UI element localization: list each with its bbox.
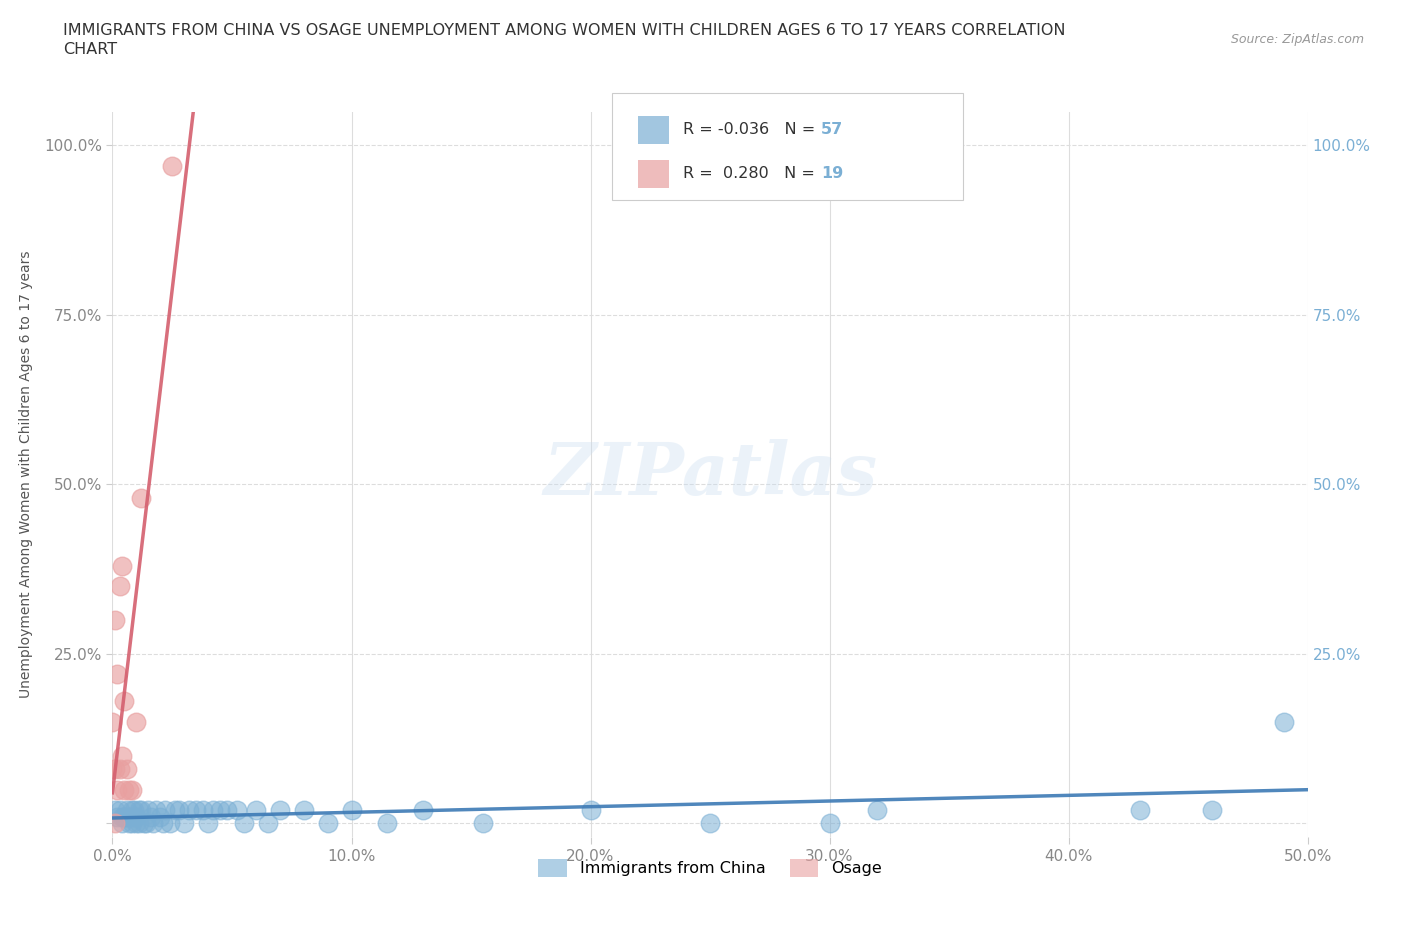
Point (122, 809, 145, 824)
Point (115, 762, 138, 777)
Point (115, 809, 138, 824)
Text: R = -0.036   N =: R = -0.036 N = (683, 123, 821, 138)
Point (193, 803, 215, 817)
Point (201, 803, 224, 817)
Text: 57: 57 (821, 123, 844, 138)
Point (186, 803, 208, 817)
Point (125, 816, 148, 830)
Point (699, 816, 721, 830)
Text: ZIPatlas: ZIPatlas (543, 439, 877, 510)
Point (245, 803, 267, 817)
Point (138, 803, 160, 817)
Text: IMMIGRANTS FROM CHINA VS OSAGE UNEMPLOYMENT AMONG WOMEN WITH CHILDREN AGES 6 TO : IMMIGRANTS FROM CHINA VS OSAGE UNEMPLOYM… (63, 23, 1066, 38)
Point (101, 714, 124, 729)
Point (340, 803, 363, 817)
Point (114, 694, 135, 709)
Point (149, 809, 172, 824)
Legend: Immigrants from China, Osage: Immigrants from China, Osage (531, 852, 889, 883)
Point (162, 158, 183, 173)
Point (105, 667, 128, 682)
Point (163, 803, 186, 817)
Point (128, 816, 150, 830)
Point (111, 749, 134, 764)
Point (169, 803, 191, 817)
Point (105, 809, 128, 824)
Point (129, 803, 152, 817)
Point (818, 816, 841, 830)
Point (108, 578, 131, 593)
Point (139, 809, 162, 824)
Point (197, 816, 219, 830)
Point (121, 803, 143, 817)
Point (412, 803, 434, 817)
Text: R =  0.280   N =: R = 0.280 N = (683, 166, 820, 181)
Point (1201, 803, 1223, 817)
Point (104, 803, 127, 817)
Point (108, 762, 131, 777)
Point (121, 816, 143, 830)
Point (105, 782, 128, 797)
Text: Source: ZipAtlas.com: Source: ZipAtlas.com (1230, 33, 1364, 46)
Point (316, 816, 339, 830)
Point (111, 809, 134, 824)
Point (118, 782, 141, 797)
Point (101, 762, 124, 777)
Point (114, 782, 135, 797)
Point (173, 816, 195, 830)
Point (257, 816, 280, 830)
Point (233, 816, 256, 830)
Point (153, 803, 176, 817)
Point (142, 816, 165, 830)
Point (114, 809, 135, 824)
Point (104, 613, 127, 628)
Point (472, 816, 495, 830)
Point (118, 816, 141, 830)
Point (121, 782, 143, 797)
Point (104, 762, 127, 777)
Point (145, 803, 167, 817)
Point (108, 803, 131, 817)
Point (579, 803, 602, 817)
Point (135, 816, 157, 830)
Point (115, 803, 138, 817)
Y-axis label: Unemployment Among Women with Children Ages 6 to 17 years: Unemployment Among Women with Children A… (18, 250, 32, 698)
Point (125, 809, 148, 824)
Point (225, 803, 247, 817)
Point (132, 816, 155, 830)
Text: CHART: CHART (63, 42, 117, 57)
Point (118, 809, 141, 824)
Point (159, 816, 181, 830)
Point (1272, 714, 1295, 729)
Point (209, 803, 232, 817)
Point (177, 803, 200, 817)
Point (866, 803, 889, 817)
Point (269, 803, 291, 817)
Text: 19: 19 (821, 166, 844, 181)
Point (217, 803, 239, 817)
Point (377, 816, 399, 830)
Point (128, 803, 150, 817)
Point (125, 714, 148, 729)
Point (111, 816, 134, 830)
Point (111, 558, 134, 573)
Point (1129, 803, 1152, 817)
Point (152, 816, 174, 830)
Point (292, 803, 315, 817)
Point (122, 803, 145, 817)
Point (104, 816, 127, 830)
Point (129, 491, 152, 506)
